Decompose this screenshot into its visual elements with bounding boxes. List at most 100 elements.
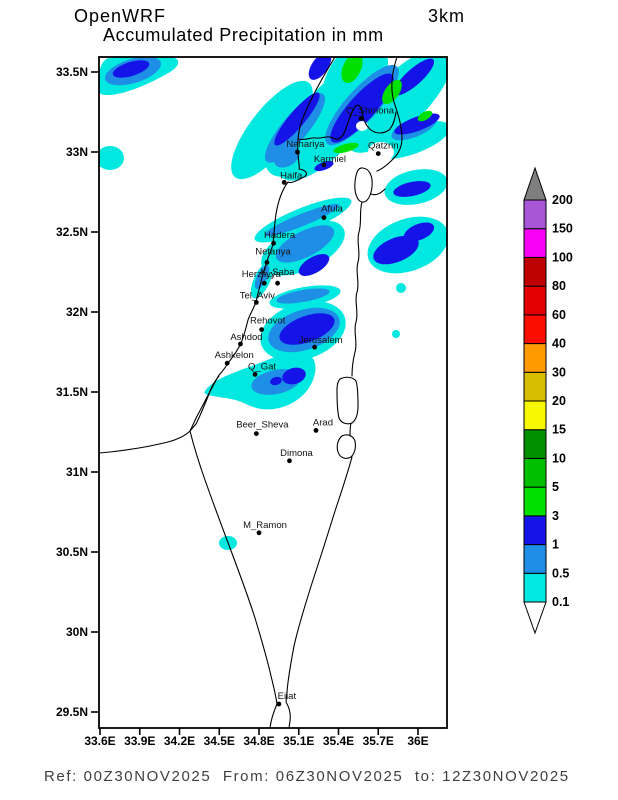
precip-area-1mm xyxy=(298,254,330,276)
lon-axis: 33.6E 33.9E 34.2E 34.5E 34.8E 35.1E 35.4E 35.7E… xyxy=(84,728,429,748)
precip-area-0.5mm xyxy=(275,225,335,263)
resolution-label: 3km xyxy=(428,6,466,26)
city-label: K_Saba xyxy=(261,267,296,278)
city-dot xyxy=(287,458,292,464)
city-label: Hadera xyxy=(264,230,296,241)
city-dot xyxy=(261,280,267,286)
color-scale-tick-label: 20 xyxy=(552,394,566,408)
precip-area-0.1mm xyxy=(231,80,313,180)
city-dot xyxy=(252,372,258,377)
precip-area-3mm xyxy=(417,110,433,122)
city-label: Arad xyxy=(313,417,333,428)
lebanon-border xyxy=(297,104,397,141)
color-scale-tick-label: 3 xyxy=(552,509,559,523)
color-scale-block xyxy=(523,199,547,230)
precip-area-0.5mm xyxy=(274,146,300,168)
color-scale-tick-label: 0.1 xyxy=(552,595,569,609)
egypt-border xyxy=(189,430,278,728)
color-scale-block xyxy=(523,544,547,574)
golan-border xyxy=(376,57,403,172)
color-scale-block xyxy=(523,314,547,345)
precip-area-1mm xyxy=(403,222,435,242)
color-scale-tick-label: 60 xyxy=(552,308,566,322)
color-scale-tick-label: 0.5 xyxy=(552,566,569,580)
lat-tick-label: 31N xyxy=(66,465,88,479)
precip-area-0.1mm xyxy=(392,330,400,338)
city-dot xyxy=(224,360,230,366)
city-dot xyxy=(358,116,364,121)
chart-title: Accumulated Precipitation in mm xyxy=(103,25,384,45)
city-label: Q_Shmona xyxy=(346,105,395,116)
color-scale: 0.1 0.5 1 3 5 10 15 20 30 40 60 80 100 150 200 xyxy=(523,166,573,635)
dead-sea-connector xyxy=(349,422,352,437)
lat-tick-label: 29.5N xyxy=(56,705,88,719)
dry-hole xyxy=(368,142,394,162)
color-scale-block xyxy=(523,572,547,603)
color-scale-tick-label: 200 xyxy=(552,193,573,207)
color-scale-block xyxy=(523,256,547,287)
dead-sea-north xyxy=(336,376,359,425)
precip-area-1mm xyxy=(330,73,394,143)
city-dot xyxy=(295,149,300,155)
lat-tick-label: 32.5N xyxy=(56,225,88,239)
city-dot xyxy=(256,530,262,536)
color-scale-tick-label: 15 xyxy=(552,423,566,437)
city-markers: Q_Shmona Nahariya Karmiel Qatzrin Haifa Afula… xyxy=(215,105,399,707)
city-dot xyxy=(259,327,265,332)
lon-tick-label: 34.8E xyxy=(243,734,274,748)
lon-tick-label: 35.4E xyxy=(323,734,354,748)
lon-tick-label: 36E xyxy=(407,734,428,748)
city-dot xyxy=(321,162,327,168)
city-label: Tel_Aviv xyxy=(240,290,275,301)
city-label: Netanya xyxy=(255,246,291,257)
precip-area-0.1mm xyxy=(396,283,406,293)
precip-area-0.1mm xyxy=(99,146,124,170)
precip-area-0.5mm xyxy=(276,288,330,304)
city-label: Eilat xyxy=(278,691,297,702)
precip-area-1mm xyxy=(282,367,306,385)
lon-tick-label: 33.6E xyxy=(84,734,115,748)
color-scale-over-arrow xyxy=(523,166,547,201)
city-label: Nahariya xyxy=(286,139,325,150)
color-scale-block xyxy=(523,515,547,546)
color-scale-block xyxy=(523,486,547,517)
color-scale-block xyxy=(523,285,547,316)
lat-tick-label: 32N xyxy=(66,305,88,319)
color-scale-tick-label: 1 xyxy=(552,538,559,552)
precip-area-1mm xyxy=(270,376,282,386)
dry-hole xyxy=(356,121,368,131)
precip-area-1mm xyxy=(308,57,332,80)
city-dot xyxy=(312,344,318,350)
color-scale-tick-label: 80 xyxy=(552,279,566,293)
lat-tick-label: 30.5N xyxy=(56,545,88,559)
city-dot xyxy=(321,215,327,221)
precip-area-1mm xyxy=(279,313,335,345)
precipitation-shading xyxy=(99,57,447,550)
lat-tick-label: 33N xyxy=(66,145,88,159)
city-dot xyxy=(375,151,381,157)
lon-tick-label: 33.9E xyxy=(124,734,155,748)
yarmouk-line xyxy=(370,188,386,196)
dead-sea-south xyxy=(336,434,356,459)
color-scale-block xyxy=(523,228,547,258)
city-dot xyxy=(264,260,270,265)
city-label: Dimona xyxy=(280,448,313,459)
precip-area-1mm xyxy=(373,235,419,265)
color-scale-block xyxy=(523,429,547,459)
model-name: OpenWRF xyxy=(74,6,167,26)
color-scale-block xyxy=(523,400,547,431)
city-label: Haifa xyxy=(280,170,303,181)
city-label: M_Ramon xyxy=(243,520,287,531)
city-label: Ashdod xyxy=(230,332,262,343)
city-label: Beer_Sheva xyxy=(236,420,289,431)
color-scale-block xyxy=(523,343,547,373)
lat-tick-label: 31.5N xyxy=(56,385,88,399)
city-dot xyxy=(276,701,282,707)
precip-area-1mm xyxy=(112,60,150,78)
city-label: Afula xyxy=(321,204,343,215)
city-dot xyxy=(238,341,243,347)
city-dot xyxy=(275,280,280,286)
lon-tick-label: 34.2E xyxy=(164,734,195,748)
sea-of-galilee xyxy=(354,167,373,203)
